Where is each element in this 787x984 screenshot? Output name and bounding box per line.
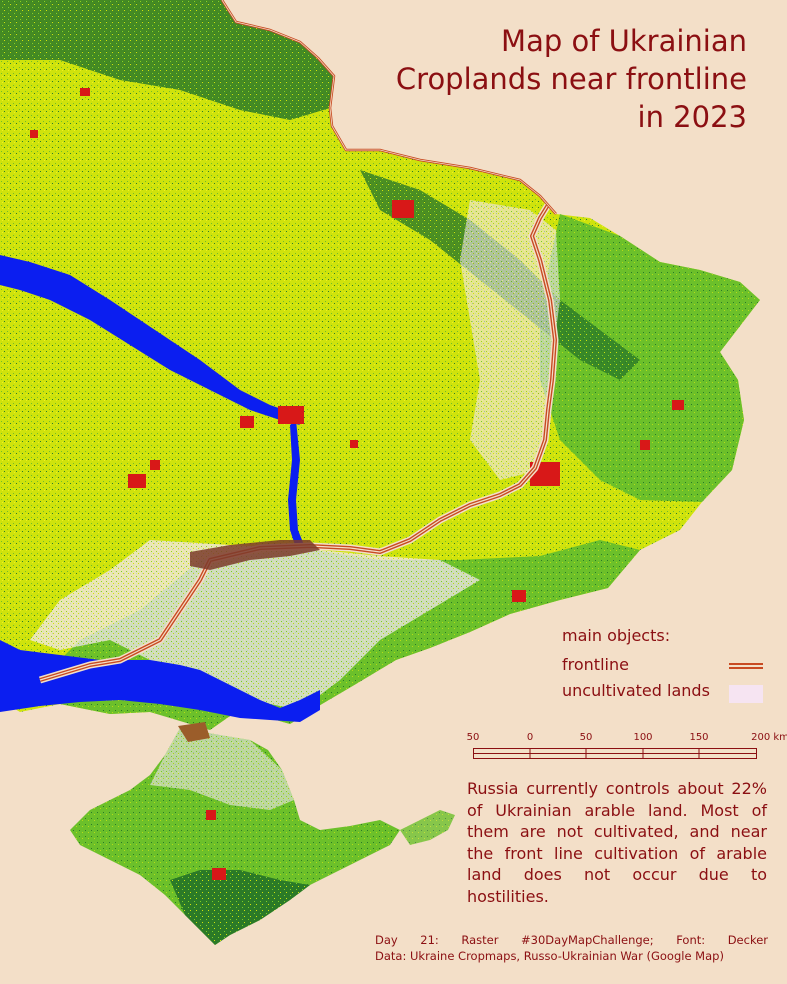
crimea-mountains <box>170 870 310 945</box>
credits: Day 21: Raster #30DayMapChallenge; Font:… <box>375 932 768 964</box>
credits-line-1: Day 21: Raster #30DayMapChallenge; Font:… <box>375 933 768 947</box>
info-text: Russia currently controls about 22% of U… <box>467 779 767 906</box>
scale-tick-5: 200 km <box>751 732 787 743</box>
legend-frontline-label: frontline <box>562 655 629 674</box>
scale-bar-graphic <box>473 748 757 759</box>
scale-tick-1: 0 <box>526 732 534 743</box>
dnipro-reservoir-north <box>0 255 300 425</box>
scale-tick-4: 150 <box>689 732 709 743</box>
northern-forest <box>0 0 334 120</box>
brown-patch-crimea <box>178 722 210 742</box>
crimea-north-uncultivated <box>150 728 294 810</box>
scale-bar: 50 0 50 100 150 200 km <box>466 732 787 772</box>
legend-row-frontline: frontline <box>562 655 767 681</box>
frontline-inner-gap <box>39 204 556 681</box>
scale-tick-0: 50 <box>466 732 480 743</box>
taman-peninsula <box>400 810 455 845</box>
frontline-swatch <box>729 663 763 671</box>
kakhovka-dried-bed <box>190 540 320 570</box>
uncultivated-lands-east <box>460 200 560 480</box>
legend-uncultivated-label: uncultivated lands <box>562 681 710 700</box>
eastern-green-area <box>540 214 760 502</box>
dnipro-river-bend <box>288 420 304 548</box>
scale-tick-3: 100 <box>633 732 653 743</box>
state-border-north-gap <box>221 0 557 215</box>
credits-line-2: Data: Ukraine Cropmaps, Russo-Ukrainian … <box>375 949 724 963</box>
title-line-3: in 2023 <box>637 100 747 134</box>
scale-tick-2: 50 <box>579 732 593 743</box>
urban-areas <box>30 88 684 880</box>
title-line-1: Map of Ukrainian <box>501 24 747 58</box>
legend-heading: main objects: <box>562 626 671 645</box>
map-title: Map of Ukrainian Croplands near frontlin… <box>327 22 747 136</box>
legend: main objects: frontline uncultivated lan… <box>562 626 767 707</box>
title-line-2: Croplands near frontline <box>395 62 747 96</box>
dnipro-reservoir-kakhovka <box>0 640 320 722</box>
uncultivated-swatch <box>729 685 763 703</box>
legend-row-uncultivated: uncultivated lands <box>562 681 767 707</box>
uncultivated-lands-south <box>30 540 480 710</box>
